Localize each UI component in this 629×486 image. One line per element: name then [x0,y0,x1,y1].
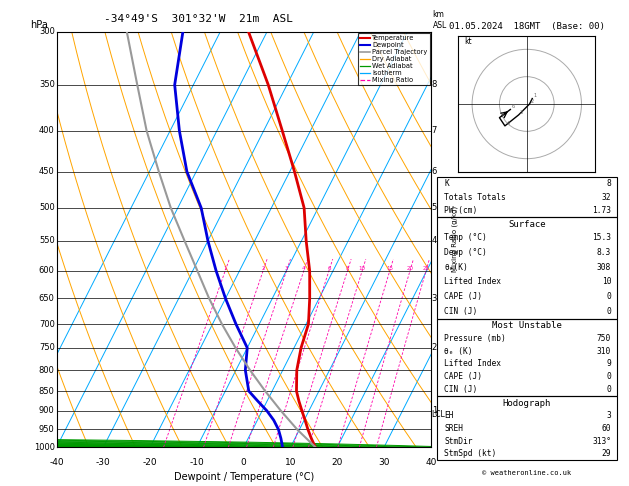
Text: 7: 7 [431,126,437,136]
Text: 10: 10 [285,457,296,467]
Text: hPa: hPa [30,19,48,30]
Text: Mixing Ratio (g/kg): Mixing Ratio (g/kg) [452,206,459,273]
Text: 8: 8 [346,266,349,271]
Text: 0: 0 [606,292,611,301]
Text: 300: 300 [39,27,55,36]
Text: EH: EH [444,411,454,420]
Text: 4: 4 [302,266,306,271]
Bar [437,177,617,217]
Text: 2: 2 [261,266,265,271]
Text: 600: 600 [39,266,55,275]
Text: CIN (J): CIN (J) [444,385,477,394]
Text: 6: 6 [327,266,331,271]
Text: Hodograph: Hodograph [503,399,551,408]
Text: 20: 20 [406,266,413,271]
Text: 32: 32 [602,192,611,202]
Text: -40: -40 [49,457,64,467]
Legend: Temperature, Dewpoint, Parcel Trajectory, Dry Adiabat, Wet Adiabat, Isotherm, Mi: Temperature, Dewpoint, Parcel Trajectory… [358,33,430,85]
Text: Surface: Surface [508,220,545,229]
Text: 450: 450 [39,167,55,176]
Text: 20: 20 [331,457,343,467]
Text: 5: 5 [431,204,437,212]
Text: Lifted Index: Lifted Index [444,360,501,368]
Text: 650: 650 [39,294,55,303]
Text: Temp (°C): Temp (°C) [444,233,487,242]
Text: 800: 800 [39,365,55,375]
Text: 1000: 1000 [34,443,55,451]
Text: CAPE (J): CAPE (J) [444,292,482,301]
Text: 25: 25 [423,266,430,271]
Text: 8: 8 [431,80,437,89]
Text: 308: 308 [597,262,611,272]
Text: 15: 15 [386,266,393,271]
Text: Lifted Index: Lifted Index [444,278,501,286]
Text: -34°49'S  301°32'W  21m  ASL: -34°49'S 301°32'W 21m ASL [104,14,293,24]
Text: 29: 29 [602,449,611,458]
Text: 3: 3 [606,411,611,420]
Text: 750: 750 [597,334,611,343]
Text: K: K [444,179,449,188]
Text: PW (cm): PW (cm) [444,206,477,215]
Text: -20: -20 [143,457,157,467]
Bar [437,396,617,460]
Text: 8.3: 8.3 [597,248,611,257]
Text: 01.05.2024  18GMT  (Base: 00): 01.05.2024 18GMT (Base: 00) [449,21,604,31]
Text: 950: 950 [39,425,55,434]
Text: θₑ (K): θₑ (K) [444,347,473,356]
Text: LCL: LCL [431,410,445,419]
Text: 10: 10 [359,266,365,271]
Text: -10: -10 [189,457,204,467]
Text: SREH: SREH [444,424,464,433]
Text: 3: 3 [431,294,437,303]
Text: 900: 900 [39,406,55,415]
Text: Totals Totals: Totals Totals [444,192,506,202]
Text: 40: 40 [425,457,437,467]
Text: km
ASL: km ASL [433,10,447,30]
Text: 1.73: 1.73 [592,206,611,215]
Text: 10: 10 [602,278,611,286]
Text: © weatheronline.co.uk: © weatheronline.co.uk [482,470,571,476]
Text: CIN (J): CIN (J) [444,307,477,315]
Bar [437,318,617,396]
Text: 700: 700 [39,319,55,329]
Text: θₑ(K): θₑ(K) [444,262,468,272]
Text: 0: 0 [241,457,247,467]
Text: 4: 4 [431,236,437,245]
Text: 15.3: 15.3 [592,233,611,242]
Text: 0: 0 [606,307,611,315]
Bar [437,217,617,318]
Text: 9: 9 [606,360,611,368]
Text: 500: 500 [39,204,55,212]
Text: 6: 6 [431,167,437,176]
Text: 0: 0 [606,385,611,394]
Text: StmSpd (kt): StmSpd (kt) [444,449,496,458]
Text: 1: 1 [223,266,227,271]
Text: 1: 1 [431,406,437,415]
Text: 400: 400 [39,126,55,136]
Text: 750: 750 [39,343,55,352]
Text: 2: 2 [431,343,437,352]
Text: 550: 550 [39,236,55,245]
Text: -30: -30 [96,457,111,467]
Text: Pressure (mb): Pressure (mb) [444,334,506,343]
Text: Dewpoint / Temperature (°C): Dewpoint / Temperature (°C) [174,472,314,482]
Text: 3: 3 [285,266,288,271]
Text: 30: 30 [378,457,390,467]
Text: 310: 310 [597,347,611,356]
Text: Dewp (°C): Dewp (°C) [444,248,487,257]
Text: 350: 350 [39,80,55,89]
Text: CAPE (J): CAPE (J) [444,372,482,382]
Text: StmDir: StmDir [444,436,473,446]
Text: 60: 60 [602,424,611,433]
Text: 850: 850 [39,386,55,396]
Text: Most Unstable: Most Unstable [492,321,562,330]
Text: 8: 8 [606,179,611,188]
Text: 0: 0 [606,372,611,382]
Text: 313°: 313° [592,436,611,446]
